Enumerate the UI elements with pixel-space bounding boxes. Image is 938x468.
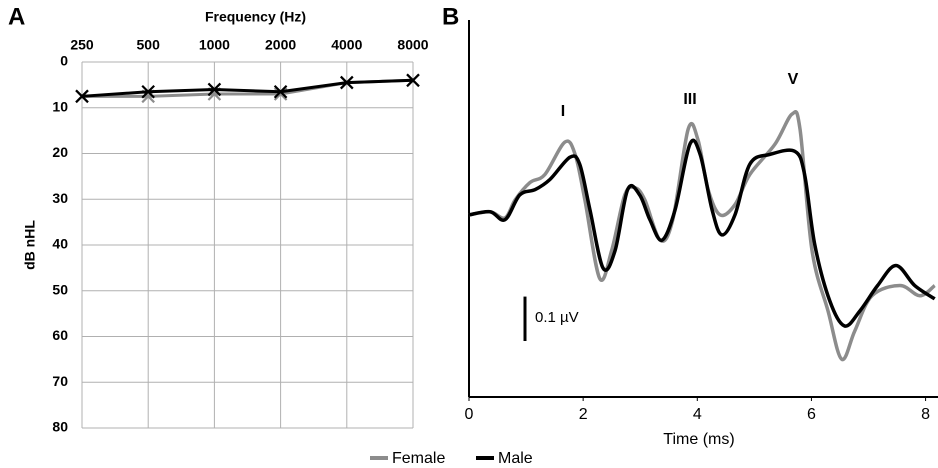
peak-label: V [788, 71, 799, 88]
x-axis-title: Frequency (Hz) [205, 9, 306, 25]
series-line [468, 110, 936, 362]
x-tick-label: 2 [579, 406, 588, 423]
y-tick-label: 0 [60, 53, 68, 69]
x-tick-label: 500 [137, 37, 161, 53]
legend-label: Female [392, 450, 445, 467]
series-line [468, 138, 936, 328]
x-tick-label: 0 [465, 406, 474, 423]
y-tick-label: 80 [52, 419, 68, 435]
y-tick-label: 20 [52, 144, 68, 160]
x-tick-label: 4000 [331, 37, 362, 53]
y-tick-label: 70 [52, 373, 68, 389]
marker [207, 82, 222, 97]
y-tick-label: 30 [52, 190, 68, 206]
marker [406, 73, 420, 88]
x-tick-label: 8000 [397, 37, 428, 53]
panel-label: A [8, 3, 25, 30]
y-tick-label: 50 [52, 281, 68, 297]
marker [340, 75, 354, 90]
y-axis-title: dB nHL [22, 220, 38, 270]
x-axis-title: Time (ms) [663, 431, 734, 448]
x-tick-label: 250 [70, 37, 94, 53]
y-tick-label: 10 [52, 98, 68, 114]
legend-label: Male [498, 450, 533, 467]
marker [75, 89, 89, 104]
panel-label: B [442, 3, 459, 30]
peak-label: III [683, 91, 696, 108]
y-tick-label: 40 [52, 236, 68, 252]
x-tick-label: 1000 [199, 37, 230, 53]
x-tick-label: 8 [921, 406, 930, 423]
marker [273, 84, 288, 99]
x-tick-label: 6 [807, 406, 816, 423]
y-tick-label: 60 [52, 327, 68, 343]
x-tick-label: 2000 [265, 37, 296, 53]
peak-label: I [561, 103, 565, 120]
scale-bar-label: 0.1 µV [535, 309, 579, 326]
marker [141, 84, 155, 99]
series-line [81, 78, 414, 98]
x-tick-label: 4 [693, 406, 702, 423]
